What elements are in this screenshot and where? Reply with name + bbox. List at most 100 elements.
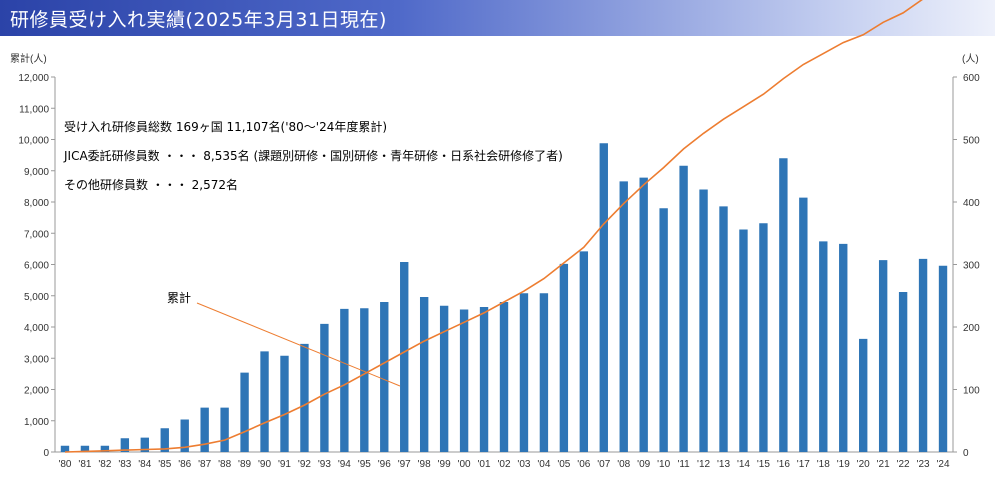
left-tick-label: 2,000 (24, 386, 49, 397)
left-tick-label: 9,000 (24, 167, 49, 178)
bar (759, 223, 768, 452)
bar (699, 189, 708, 452)
left-tick-label: 5,000 (24, 292, 49, 303)
annotation-total: 受け入れ研修員総数 169ヶ国 11,107名('80〜'24年度累計) (64, 119, 387, 134)
bar (320, 323, 329, 452)
bar (419, 297, 429, 452)
x-tick-label: '16 (777, 459, 790, 470)
x-tick-label: '06 (577, 459, 590, 470)
annotation-other: その他研修員数 ・・・ 2,572名 (64, 177, 238, 192)
x-tick-label: '99 (438, 459, 451, 470)
x-tick-label: '89 (238, 459, 251, 470)
left-tick-label: 12,000 (18, 73, 49, 84)
x-tick-label: '98 (418, 459, 431, 470)
bar (100, 445, 110, 452)
bar (499, 302, 509, 452)
x-tick-label: '83 (118, 459, 131, 470)
right-tick-label: 600 (963, 73, 980, 84)
bar (260, 351, 269, 452)
x-tick-label: '09 (637, 459, 650, 470)
x-tick-label: '24 (936, 459, 949, 470)
x-tick-label: '10 (657, 459, 670, 470)
x-tick-label: '88 (218, 459, 231, 470)
x-tick-label: '93 (318, 459, 331, 470)
left-axis-label: 累計(人) (10, 52, 47, 65)
bar (539, 293, 549, 452)
bar (619, 181, 628, 452)
right-tick-label: 100 (963, 386, 980, 397)
right-tick-label: 0 (963, 448, 969, 459)
x-tick-label: '19 (837, 459, 850, 470)
x-tick-label: '04 (537, 459, 550, 470)
x-tick-label: '91 (278, 459, 291, 470)
callout-leader-line (196, 302, 401, 387)
x-tick-label: '23 (917, 459, 930, 470)
x-tick-label: '82 (98, 459, 111, 470)
annotation-jica: JICA委託研修員数 ・・・ 8,535名 (課題別研修・国別研修・青年研修・日… (63, 148, 563, 163)
x-tick-label: '07 (597, 459, 610, 470)
left-tick-label: 6,000 (24, 261, 49, 272)
x-tick-label: '21 (877, 459, 890, 470)
bar (599, 143, 608, 452)
x-tick-label: '15 (757, 459, 770, 470)
x-tick-label: '00 (458, 459, 471, 470)
bar (60, 445, 70, 452)
x-tick-label: '87 (198, 459, 211, 470)
x-tick-label: '03 (517, 459, 530, 470)
bar (719, 206, 728, 452)
bar (360, 308, 369, 452)
axes: 0 1,000 2,000 3,000 4,000 5,000 6,000 7,000 8,00… (18, 73, 980, 459)
x-tick-label: '02 (497, 459, 510, 470)
left-tick-label: 1,000 (24, 417, 49, 428)
x-tick-label: '94 (338, 459, 351, 470)
left-tick-label: 0 (43, 448, 49, 459)
bar (918, 258, 928, 452)
x-tick-label: '90 (258, 459, 271, 470)
right-tick-label: 200 (963, 323, 980, 334)
bar (400, 262, 409, 452)
title-banner: 研修員受け入れ実績(2025年3月31日現在) (0, 0, 995, 36)
bar-series (60, 143, 948, 452)
x-tick-label: '85 (158, 459, 171, 470)
x-tick-label: '22 (897, 459, 910, 470)
x-tick-label: '20 (857, 459, 870, 470)
annotation-box: 受け入れ研修員総数 169ヶ国 11,107名('80〜'24年度累計) JIC… (63, 119, 563, 192)
bar (559, 263, 569, 452)
bar (938, 265, 948, 452)
cumulative-line (64, 0, 923, 453)
right-tick-label: 300 (963, 261, 980, 272)
line-label: 累計 (167, 290, 191, 305)
page-title: 研修員受け入れ実績(2025年3月31日現在) (10, 9, 387, 31)
bar (859, 338, 868, 452)
x-tick-label: '80 (58, 459, 71, 470)
bar (380, 302, 389, 452)
right-axis-label: (人) (962, 53, 979, 65)
bar (659, 208, 668, 452)
x-tick-label: '84 (138, 459, 151, 470)
bar (180, 419, 189, 452)
left-tick-label: 4,000 (24, 323, 49, 334)
x-tick-label: '81 (78, 459, 91, 470)
bar (779, 158, 788, 452)
bar (340, 308, 349, 452)
bar (679, 165, 688, 452)
x-tick-label: '18 (817, 459, 830, 470)
bar (120, 438, 130, 452)
x-tick-label: '92 (298, 459, 311, 470)
bar (639, 177, 648, 452)
left-tick-label: 8,000 (24, 198, 49, 209)
right-tick-label: 400 (963, 198, 980, 209)
x-tick-label: '05 (557, 459, 570, 470)
x-tick-labels: '80 '81 '82 '83 '84 '85 '86 '87 '88 '89 '90 '91 '92 '… (58, 459, 950, 470)
bar (839, 243, 848, 452)
bar (479, 307, 489, 452)
left-tick-label: 7,000 (24, 229, 49, 240)
bar (519, 293, 529, 452)
left-tick-label: 11,000 (19, 104, 49, 115)
bar (459, 309, 469, 452)
bar (579, 251, 589, 452)
right-tick-label: 500 (963, 136, 980, 147)
bar (300, 343, 309, 452)
x-tick-label: '13 (717, 459, 730, 470)
